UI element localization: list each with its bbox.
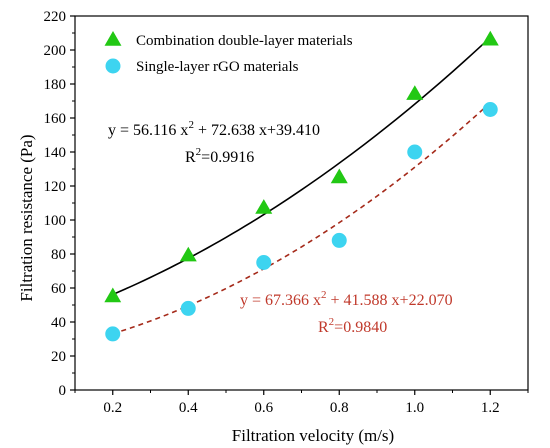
y-tick-label: 200 (44, 43, 67, 59)
marker-series-1-point (481, 30, 499, 46)
x-tick-label: 0.8 (330, 400, 349, 416)
x-tick-label: 1.2 (481, 400, 500, 416)
y-axis-title: Filtration resistance (Pa) (17, 134, 36, 301)
legend: Combination double-layer materials Single… (104, 30, 353, 75)
y-tick-label: 220 (44, 9, 67, 25)
x-tick-label: 0.6 (254, 400, 273, 416)
x-axis-title: Filtration velocity (m/s) (232, 426, 394, 445)
legend-marker-series-1 (104, 30, 122, 46)
marker-series-1-point (179, 246, 197, 262)
legend-label-series-1: Combination double-layer materials (136, 33, 353, 49)
marker-series-2-point (407, 144, 423, 160)
annotations: y = 56.116 x2 + 72.638 x+39.410 R2=0.9916… (108, 119, 453, 336)
legend-label-series-2: Single-layer rGO materials (136, 59, 299, 75)
y-tick-label: 0 (59, 383, 67, 399)
marker-series-2-point (180, 300, 196, 316)
data-markers (104, 30, 499, 342)
fit-equation-series-1: y = 56.116 x2 + 72.638 x+39.410 (108, 119, 320, 139)
marker-series-1-point (330, 168, 348, 184)
fit-equation-series-2: y = 67.366 x2 + 41.588 x+22.070 (240, 289, 453, 309)
x-tick-label: 0.4 (179, 400, 198, 416)
y-tick-label: 140 (44, 145, 67, 161)
y-tick-label: 160 (44, 111, 67, 127)
y-tick-label: 80 (51, 247, 66, 263)
fit-r-squared-series-2: R2=0.9840 (318, 316, 387, 336)
y-tick-label: 60 (51, 281, 66, 297)
marker-series-2-point (482, 102, 498, 117)
y-tick-label: 120 (44, 179, 67, 195)
axes: 0.2 0.4 0.6 0.8 1.0 1.2 0 20 40 60 80 100 120 140 160 1… (44, 9, 529, 416)
marker-series-2-point (256, 255, 272, 270)
y-tick-label: 100 (44, 213, 67, 229)
fit-curve-series-2 (112, 102, 491, 335)
y-tick-label: 20 (51, 349, 66, 365)
marker-series-1-point (104, 287, 122, 303)
fit-curve-series-1 (112, 36, 491, 296)
x-tick-label: 1.0 (405, 400, 424, 416)
y-tick-label: 40 (51, 315, 66, 331)
fit-r-squared-series-1: R2=0.9916 (185, 146, 254, 166)
fit-lines (112, 36, 491, 335)
marker-series-1-point (255, 199, 273, 214)
marker-series-2-point (105, 326, 121, 342)
y-tick-label: 180 (44, 77, 67, 93)
marker-series-1-point (406, 85, 424, 100)
marker-series-2-point (331, 232, 347, 248)
legend-marker-series-2 (105, 58, 121, 74)
x-tick-label: 0.2 (103, 400, 122, 416)
